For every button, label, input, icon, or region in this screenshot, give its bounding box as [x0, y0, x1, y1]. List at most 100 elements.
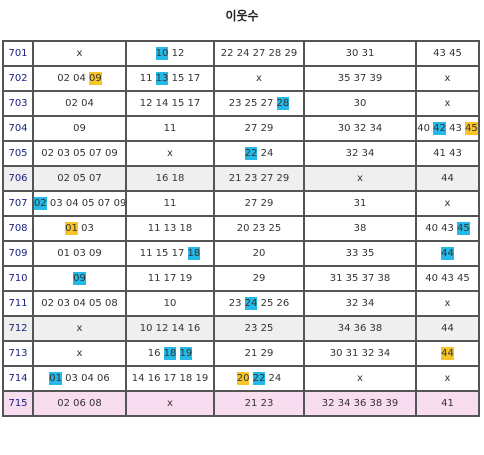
- highlighted-number: 09: [89, 72, 102, 85]
- number: 03: [73, 248, 86, 259]
- number: 17: [163, 273, 177, 284]
- number: 21: [228, 173, 242, 184]
- number: 32: [353, 123, 367, 134]
- cell: 40 43 45: [415, 265, 480, 292]
- number: 27: [244, 198, 258, 209]
- cell: 21 29: [213, 340, 305, 367]
- number: 17: [163, 373, 177, 384]
- cell: 27 29: [213, 115, 305, 142]
- cell: 02 03 05 07 09: [32, 140, 127, 167]
- number: 03: [65, 373, 78, 384]
- number: 38: [353, 223, 367, 234]
- number: 13: [163, 223, 177, 234]
- cell: 30: [303, 90, 417, 117]
- highlighted-number: 02: [34, 197, 47, 210]
- number: 05: [73, 173, 86, 184]
- cell: 20 23 25: [213, 215, 305, 242]
- cell: 02 03 04 05 08: [32, 290, 127, 317]
- highlighted-number: 44: [441, 247, 454, 260]
- number: 11: [147, 223, 161, 234]
- number: 16: [187, 323, 201, 334]
- number: x: [444, 373, 451, 384]
- number: 25: [260, 298, 274, 309]
- cell: 11 13 18: [125, 215, 215, 242]
- cell: 44: [415, 340, 480, 367]
- number: x: [444, 198, 451, 209]
- number: 10: [139, 323, 153, 334]
- cell: 21 23: [213, 390, 305, 417]
- number: 27: [260, 173, 274, 184]
- number: 40: [417, 123, 430, 134]
- row: 708 01 03 11 13 18 20 23 25 38 40 43 45: [2, 215, 480, 242]
- number: 25: [260, 323, 274, 334]
- cell: 10: [125, 290, 215, 317]
- number: 02: [57, 173, 70, 184]
- number: 43: [449, 148, 462, 159]
- cell: 02 03 04 05 07 09: [32, 190, 127, 217]
- cell: 02 04: [32, 90, 127, 117]
- number: 04: [65, 198, 79, 209]
- number: 23: [228, 298, 242, 309]
- number: 09: [89, 248, 102, 259]
- number: 24: [268, 373, 282, 384]
- number: 29: [252, 273, 266, 284]
- number: 16: [147, 348, 161, 359]
- number: 32: [345, 298, 359, 309]
- row-label: 708: [2, 215, 34, 242]
- number: 17: [187, 98, 201, 109]
- number: 04: [81, 373, 94, 384]
- cell: 30 32 34: [303, 115, 417, 142]
- cell: x: [415, 365, 480, 392]
- number: 32: [361, 348, 375, 359]
- number: 31: [329, 273, 343, 284]
- number: 07: [97, 198, 111, 209]
- number: 34: [377, 348, 391, 359]
- highlighted-number: 01: [49, 372, 62, 385]
- cell: 41 43: [415, 140, 480, 167]
- number: 31: [345, 348, 359, 359]
- row-label: 711: [2, 290, 34, 317]
- number: 31: [361, 48, 375, 59]
- number: 43: [433, 48, 446, 59]
- table-body: 701 x 10 12 22 24 27 28 29 30 31 43 45 702 02 0…: [2, 40, 480, 417]
- row-label: 701: [2, 40, 34, 67]
- number: 04: [73, 298, 86, 309]
- number: 06: [73, 398, 86, 409]
- cell: 40 42 43 45: [415, 115, 480, 142]
- cell: 11 13 15 17: [125, 65, 215, 92]
- number: 36: [353, 398, 367, 409]
- highlighted-number: 18: [163, 347, 177, 360]
- number: 35: [345, 273, 359, 284]
- number: 18: [171, 173, 185, 184]
- cell: 35 37 39: [303, 65, 417, 92]
- cell: 44: [415, 240, 480, 267]
- number: 37: [361, 273, 375, 284]
- cell: 14 16 17 18 19: [125, 365, 215, 392]
- cell: 20: [213, 240, 305, 267]
- cell: 11: [125, 115, 215, 142]
- cell: 29: [213, 265, 305, 292]
- number: 29: [260, 123, 274, 134]
- number: 23: [244, 173, 258, 184]
- number: 06: [97, 373, 110, 384]
- cell: x: [32, 40, 127, 67]
- cell: 32 34: [303, 290, 417, 317]
- number: 33: [345, 248, 359, 259]
- number: 11: [163, 123, 177, 134]
- number: 16: [147, 373, 161, 384]
- number: 40: [425, 223, 438, 234]
- cell: 01 03 04 06: [32, 365, 127, 392]
- cell: 02 06 08: [32, 390, 127, 417]
- number: 04: [81, 98, 94, 109]
- row: 714 01 03 04 06 14 16 17 18 19 20 22 24 x x: [2, 365, 480, 392]
- cell: 02 05 07: [32, 165, 127, 192]
- number: 07: [89, 173, 102, 184]
- row: 707 02 03 04 05 07 09 11 27 29 31 x: [2, 190, 480, 217]
- number: 29: [260, 348, 274, 359]
- cell: 10 12 14 16: [125, 315, 215, 342]
- number: x: [444, 298, 451, 309]
- number: 43: [441, 223, 454, 234]
- number: 36: [353, 323, 367, 334]
- cell: 43 45: [415, 40, 480, 67]
- cell: 10 12: [125, 40, 215, 67]
